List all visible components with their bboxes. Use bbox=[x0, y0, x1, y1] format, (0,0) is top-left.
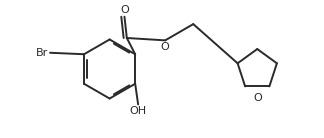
Text: O: O bbox=[120, 5, 129, 15]
Text: O: O bbox=[161, 42, 169, 52]
Text: O: O bbox=[253, 93, 262, 103]
Text: OH: OH bbox=[130, 106, 147, 116]
Text: Br: Br bbox=[36, 48, 49, 58]
